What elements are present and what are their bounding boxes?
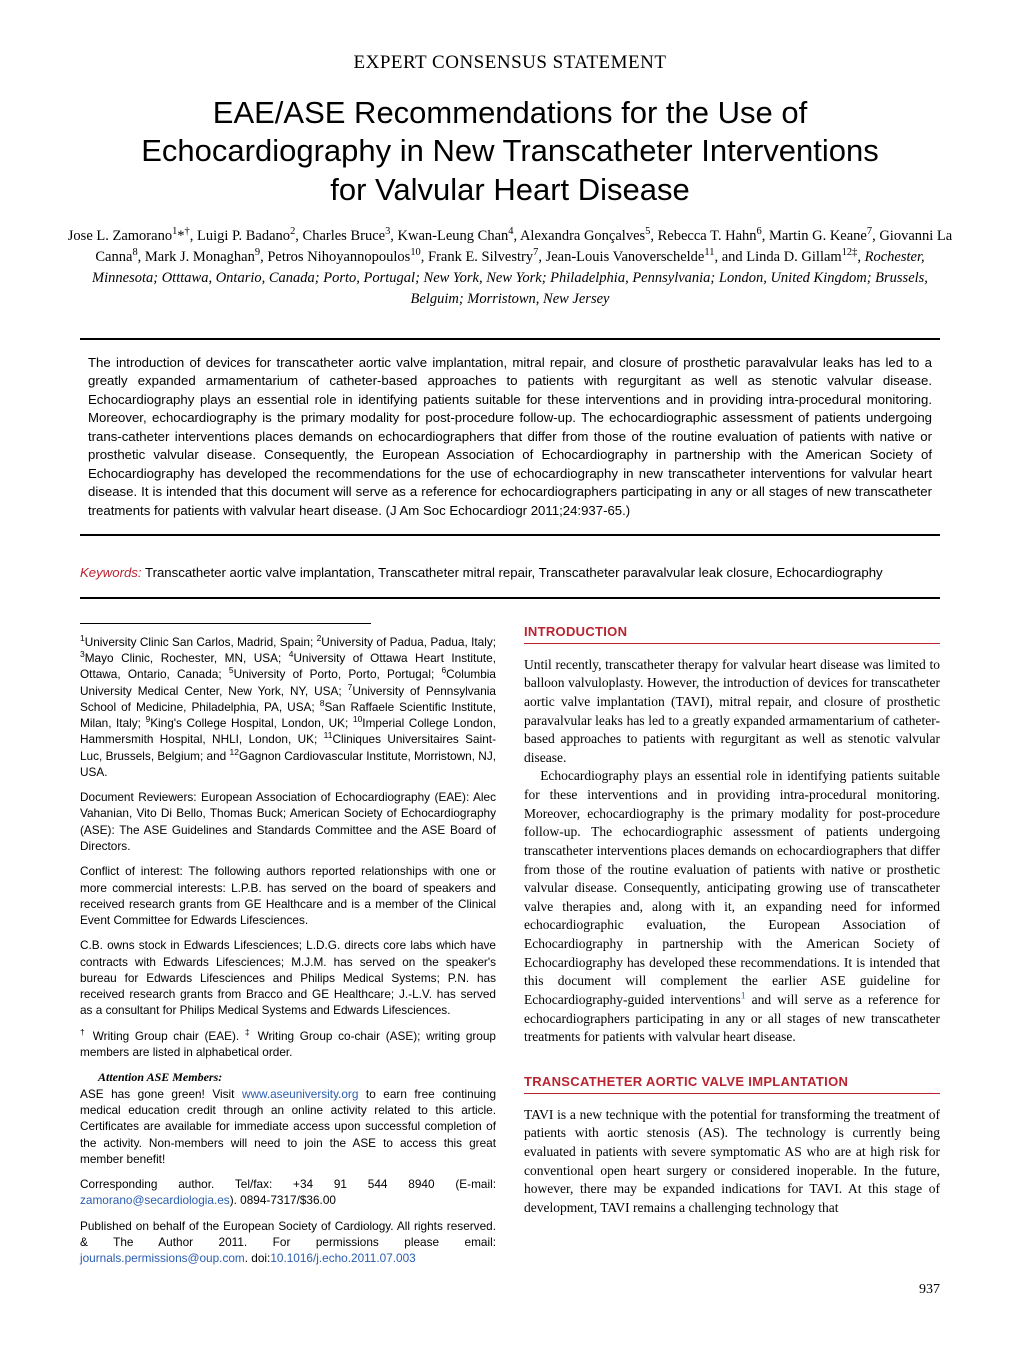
conflict-of-interest-2: C.B. owns stock in Edwards Lifesciences;… (80, 937, 496, 1018)
keywords-block: Keywords: Transcatheter aortic valve imp… (80, 564, 940, 598)
keywords-label: Keywords: (80, 565, 142, 580)
corresponding-author: Corresponding author. Tel/fax: +34 91 54… (80, 1176, 496, 1209)
article-title: EAE/ASE Recommendations for the Use of E… (120, 94, 900, 210)
affiliations: 1University Clinic San Carlos, Madrid, S… (80, 634, 496, 780)
document-category: EXPERT CONSENSUS STATEMENT (60, 50, 960, 76)
keywords-text: Transcatheter aortic valve implantation,… (145, 565, 883, 580)
intro-paragraph-2: Echocardiography plays an essential role… (524, 767, 940, 1046)
two-column-body: 1University Clinic San Carlos, Madrid, S… (80, 623, 940, 1276)
page-number: 937 (60, 1281, 940, 1300)
section-heading-introduction: INTRODUCTION (524, 623, 940, 644)
published-permissions: Published on behalf of the European Soci… (80, 1218, 496, 1267)
left-column-divider (80, 623, 371, 624)
abstract: The introduction of devices for transcat… (80, 338, 940, 536)
left-column: 1University Clinic San Carlos, Madrid, S… (80, 623, 496, 1276)
right-column: INTRODUCTION Until recently, transcathet… (524, 623, 940, 1276)
section-heading-tavi: TRANSCATHETER AORTIC VALVE IMPLANTATION (524, 1073, 940, 1094)
tavi-paragraph-1: TAVI is a new technique with the potenti… (524, 1106, 940, 1218)
document-reviewers: Document Reviewers: European Association… (80, 789, 496, 854)
writing-group-note: † Writing Group chair (EAE). ‡ Writing G… (80, 1028, 496, 1061)
intro-paragraph-1: Until recently, transcatheter therapy fo… (524, 656, 940, 768)
conflict-of-interest-1: Conflict of interest: The following auth… (80, 863, 496, 928)
author-list: Jose L. Zamorano1*†, Luigi P. Badano2, C… (65, 226, 955, 310)
attention-body: ASE has gone green! Visit www.aseunivers… (80, 1086, 496, 1167)
attention-label: Attention ASE Members: (80, 1069, 496, 1086)
